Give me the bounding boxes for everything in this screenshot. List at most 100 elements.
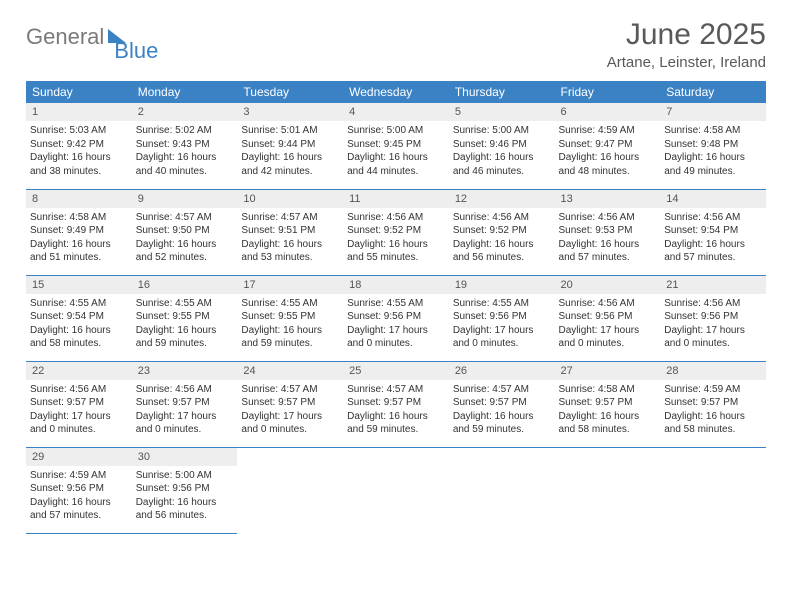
sunset-line: Sunset: 9:57 PM	[347, 396, 445, 410]
calendar-cell	[449, 447, 555, 533]
sunset-line: Sunset: 9:57 PM	[453, 396, 551, 410]
calendar-cell: 26Sunrise: 4:57 AMSunset: 9:57 PMDayligh…	[449, 361, 555, 447]
calendar-cell	[343, 447, 449, 533]
calendar-row: 8Sunrise: 4:58 AMSunset: 9:49 PMDaylight…	[26, 189, 766, 275]
calendar-cell: 10Sunrise: 4:57 AMSunset: 9:51 PMDayligh…	[237, 189, 343, 275]
day-number: 15	[26, 276, 132, 294]
sunrise-line: Sunrise: 4:57 AM	[453, 383, 551, 397]
page-title: June 2025	[607, 18, 766, 52]
calendar-cell: 22 Sunrise: 4:56 AMSunset: 9:57 PMDayligh…	[26, 361, 132, 447]
daylight-line: Daylight: 16 hours and 59 minutes.	[347, 410, 445, 437]
sunset-line: Sunset: 9:44 PM	[241, 138, 339, 152]
day-details: Sunrise: 5:03 AMSunset: 9:42 PMDaylight:…	[26, 121, 132, 182]
calendar-cell: 24Sunrise: 4:57 AMSunset: 9:57 PMDayligh…	[237, 361, 343, 447]
calendar-cell	[555, 447, 661, 533]
sunset-line: Sunset: 9:55 PM	[136, 310, 234, 324]
sunset-line: Sunset: 9:46 PM	[453, 138, 551, 152]
day-details: Sunrise: 4:58 AMSunset: 9:48 PMDaylight:…	[660, 121, 766, 182]
calendar-cell: 13Sunrise: 4:56 AMSunset: 9:53 PMDayligh…	[555, 189, 661, 275]
daylight-line: Daylight: 17 hours and 0 minutes.	[30, 410, 128, 437]
logo: General Blue	[26, 18, 158, 50]
daylight-line: Daylight: 16 hours and 58 minutes.	[559, 410, 657, 437]
calendar-cell	[660, 447, 766, 533]
daylight-line: Daylight: 16 hours and 59 minutes.	[453, 410, 551, 437]
day-details: Sunrise: 4:55 AMSunset: 9:54 PMDaylight:…	[26, 294, 132, 355]
sunset-line: Sunset: 9:53 PM	[559, 224, 657, 238]
sunrise-line: Sunrise: 4:55 AM	[241, 297, 339, 311]
sunset-line: Sunset: 9:57 PM	[30, 396, 128, 410]
calendar-cell: 16Sunrise: 4:55 AMSunset: 9:55 PMDayligh…	[132, 275, 238, 361]
day-details: Sunrise: 5:00 AMSunset: 9:46 PMDaylight:…	[449, 121, 555, 182]
calendar-cell: 29Sunrise: 4:59 AMSunset: 9:56 PMDayligh…	[26, 447, 132, 533]
calendar-cell: 6Sunrise: 4:59 AMSunset: 9:47 PMDaylight…	[555, 103, 661, 189]
day-number: 28	[660, 362, 766, 380]
day-details: Sunrise: 4:56 AMSunset: 9:53 PMDaylight:…	[555, 208, 661, 269]
day-details: Sunrise: 4:58 AMSunset: 9:57 PMDaylight:…	[555, 380, 661, 441]
calendar-cell: 5Sunrise: 5:00 AMSunset: 9:46 PMDaylight…	[449, 103, 555, 189]
calendar-cell: 8Sunrise: 4:58 AMSunset: 9:49 PMDaylight…	[26, 189, 132, 275]
calendar-table: Sunday Monday Tuesday Wednesday Thursday…	[26, 81, 766, 534]
daylight-line: Daylight: 17 hours and 0 minutes.	[241, 410, 339, 437]
day-number: 23	[132, 362, 238, 380]
daylight-line: Daylight: 16 hours and 44 minutes.	[347, 151, 445, 178]
day-number: 22	[26, 362, 132, 380]
sunset-line: Sunset: 9:57 PM	[664, 396, 762, 410]
sunrise-line: Sunrise: 4:55 AM	[347, 297, 445, 311]
daylight-line: Daylight: 17 hours and 0 minutes.	[664, 324, 762, 351]
title-block: June 2025 Artane, Leinster, Ireland	[607, 18, 766, 71]
daylight-line: Daylight: 16 hours and 42 minutes.	[241, 151, 339, 178]
daylight-line: Daylight: 16 hours and 56 minutes.	[453, 238, 551, 265]
day-number: 29	[26, 448, 132, 466]
day-number: 9	[132, 190, 238, 208]
day-details: Sunrise: 4:57 AMSunset: 9:50 PMDaylight:…	[132, 208, 238, 269]
weekday-friday: Friday	[555, 81, 661, 103]
day-details: Sunrise: 5:02 AMSunset: 9:43 PMDaylight:…	[132, 121, 238, 182]
calendar-cell: 23Sunrise: 4:56 AMSunset: 9:57 PMDayligh…	[132, 361, 238, 447]
day-number: 30	[132, 448, 238, 466]
sunset-line: Sunset: 9:57 PM	[136, 396, 234, 410]
calendar-cell: 11Sunrise: 4:56 AMSunset: 9:52 PMDayligh…	[343, 189, 449, 275]
sunset-line: Sunset: 9:47 PM	[559, 138, 657, 152]
daylight-line: Daylight: 16 hours and 56 minutes.	[136, 496, 234, 523]
day-details: Sunrise: 5:01 AMSunset: 9:44 PMDaylight:…	[237, 121, 343, 182]
sunset-line: Sunset: 9:57 PM	[241, 396, 339, 410]
daylight-line: Daylight: 16 hours and 59 minutes.	[241, 324, 339, 351]
sunrise-line: Sunrise: 4:56 AM	[664, 297, 762, 311]
sunrise-line: Sunrise: 4:59 AM	[664, 383, 762, 397]
day-number: 16	[132, 276, 238, 294]
day-details: Sunrise: 4:59 AMSunset: 9:47 PMDaylight:…	[555, 121, 661, 182]
sunset-line: Sunset: 9:54 PM	[664, 224, 762, 238]
day-number: 6	[555, 103, 661, 121]
calendar-cell: 4Sunrise: 5:00 AMSunset: 9:45 PMDaylight…	[343, 103, 449, 189]
sunrise-line: Sunrise: 4:56 AM	[559, 211, 657, 225]
calendar-cell: 9Sunrise: 4:57 AMSunset: 9:50 PMDaylight…	[132, 189, 238, 275]
day-number: 25	[343, 362, 449, 380]
daylight-line: Daylight: 16 hours and 57 minutes.	[664, 238, 762, 265]
day-number: 2	[132, 103, 238, 121]
sunset-line: Sunset: 9:56 PM	[30, 482, 128, 496]
sunrise-line: Sunrise: 4:56 AM	[136, 383, 234, 397]
day-details: Sunrise: 4:57 AMSunset: 9:57 PMDaylight:…	[449, 380, 555, 441]
calendar-row: 1Sunrise: 5:03 AMSunset: 9:42 PMDaylight…	[26, 103, 766, 189]
day-number: 20	[555, 276, 661, 294]
sunrise-line: Sunrise: 5:03 AM	[30, 124, 128, 138]
calendar-cell: 19Sunrise: 4:55 AMSunset: 9:56 PMDayligh…	[449, 275, 555, 361]
day-number: 5	[449, 103, 555, 121]
calendar-cell: 14Sunrise: 4:56 AMSunset: 9:54 PMDayligh…	[660, 189, 766, 275]
sunrise-line: Sunrise: 4:55 AM	[30, 297, 128, 311]
calendar-cell: 3Sunrise: 5:01 AMSunset: 9:44 PMDaylight…	[237, 103, 343, 189]
sunrise-line: Sunrise: 5:01 AM	[241, 124, 339, 138]
day-number: 17	[237, 276, 343, 294]
daylight-line: Daylight: 17 hours and 0 minutes.	[347, 324, 445, 351]
daylight-line: Daylight: 16 hours and 48 minutes.	[559, 151, 657, 178]
calendar-cell: 30Sunrise: 5:00 AMSunset: 9:56 PMDayligh…	[132, 447, 238, 533]
sunrise-line: Sunrise: 5:00 AM	[347, 124, 445, 138]
daylight-line: Daylight: 16 hours and 58 minutes.	[664, 410, 762, 437]
daylight-line: Daylight: 16 hours and 57 minutes.	[30, 496, 128, 523]
sunrise-line: Sunrise: 4:58 AM	[30, 211, 128, 225]
calendar-cell: 15Sunrise: 4:55 AMSunset: 9:54 PMDayligh…	[26, 275, 132, 361]
weekday-saturday: Saturday	[660, 81, 766, 103]
day-details: Sunrise: 4:59 AMSunset: 9:57 PMDaylight:…	[660, 380, 766, 441]
calendar-cell: 18Sunrise: 4:55 AMSunset: 9:56 PMDayligh…	[343, 275, 449, 361]
sunrise-line: Sunrise: 4:56 AM	[30, 383, 128, 397]
